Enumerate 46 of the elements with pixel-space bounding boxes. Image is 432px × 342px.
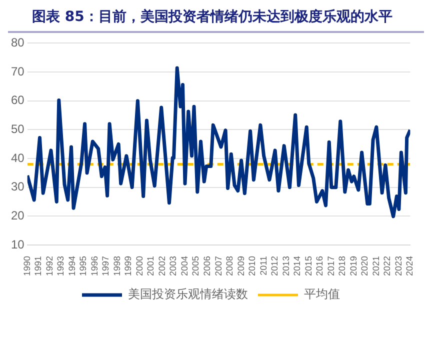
- x-tick-label: 2001: [146, 256, 156, 276]
- x-tick-label: 1990: [22, 256, 32, 276]
- x-tick-label: 2010: [247, 256, 258, 276]
- y-tick-label: 40: [10, 150, 25, 165]
- y-tick-label: 20: [10, 208, 25, 222]
- x-tick-label: 1999: [123, 256, 134, 276]
- x-tick-label: 1991: [33, 256, 44, 276]
- x-tick-label: 2022: [382, 256, 392, 276]
- x-tick-label: 2020: [360, 256, 370, 276]
- x-tick-label: 1996: [89, 256, 100, 276]
- x-tick-label: 1994: [66, 256, 77, 276]
- x-tick-label: 2007: [213, 256, 224, 276]
- x-tick-label: 2006: [202, 256, 212, 276]
- x-tick-label: 1993: [56, 256, 66, 276]
- x-tick-label: 2019: [348, 256, 358, 276]
- y-tick-label: 70: [10, 64, 25, 78]
- x-tick-label: 2021: [370, 256, 381, 276]
- x-tick-label: 2016: [314, 256, 325, 276]
- legend-label: 平均值: [304, 287, 340, 302]
- x-tick-label: 2002: [156, 256, 167, 276]
- x-tick-label: 2011: [258, 256, 268, 276]
- x-tick-label: 2015: [303, 256, 314, 276]
- x-tick-label: 2023: [393, 256, 404, 276]
- x-tick-label: 2005: [190, 256, 201, 276]
- x-tick-label: 2000: [134, 256, 144, 276]
- y-tick-label: 60: [10, 93, 25, 108]
- y-tick-label: 50: [10, 122, 25, 136]
- x-tick-label: 2012: [270, 256, 280, 276]
- x-tick-label: 2014: [292, 256, 302, 276]
- x-tick-label: 2009: [236, 256, 246, 276]
- x-tick-label: 1998: [112, 256, 122, 276]
- legend-label: 美国投资乐观情绪读数: [128, 287, 248, 302]
- x-tick-label: 1995: [78, 256, 88, 276]
- y-tick-label: 10: [10, 237, 25, 252]
- x-tick-label: 1997: [100, 256, 111, 276]
- x-tick-label: 2017: [326, 256, 336, 276]
- x-tick-label: 2024: [404, 256, 415, 276]
- x-tick-label: 2018: [337, 256, 348, 276]
- x-tick-label: 2004: [179, 256, 190, 276]
- y-tick-label: 80: [10, 36, 25, 50]
- x-tick-label: 2003: [168, 256, 178, 276]
- x-tick-label: 2013: [280, 256, 291, 276]
- x-tick-label: 2008: [224, 256, 235, 276]
- chart-title: 图表 85：目前，美国投资者情绪仍未达到极度乐观的水平: [8, 8, 424, 33]
- x-tick-label: 1992: [44, 256, 54, 276]
- y-tick-label: 30: [10, 180, 25, 194]
